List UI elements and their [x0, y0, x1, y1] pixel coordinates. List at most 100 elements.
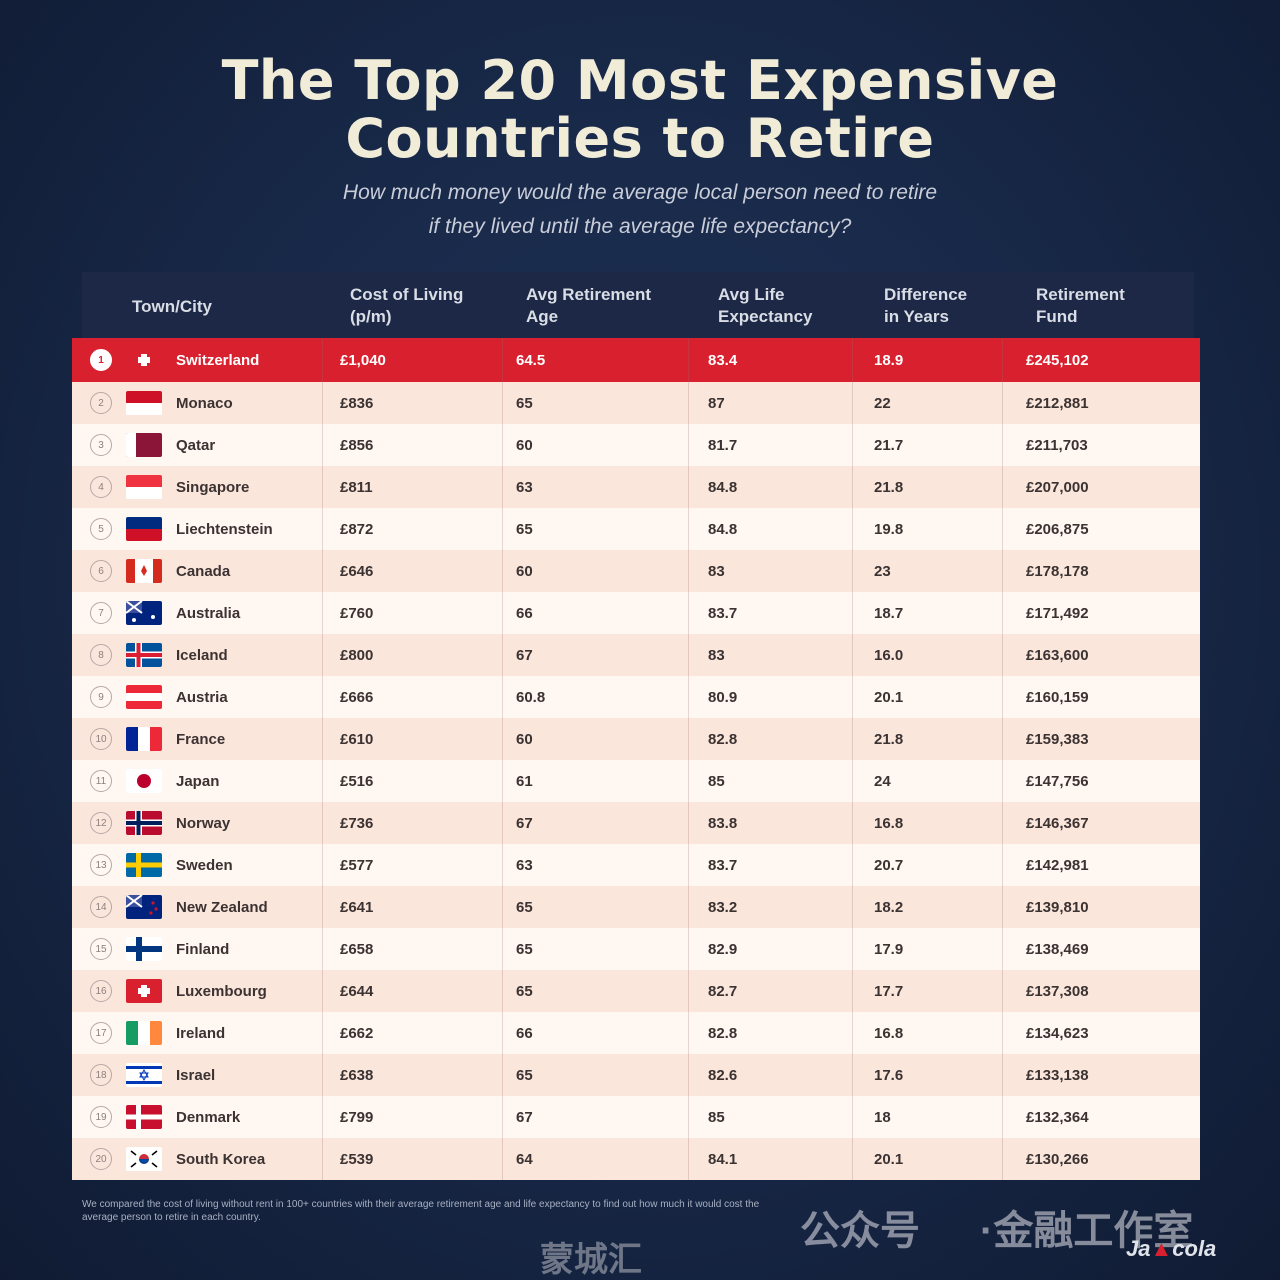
country-name: Norway: [176, 814, 231, 832]
table-row: 8 Iceland £800 67 83 16.0 £163,600: [72, 634, 1200, 676]
column-divider: [852, 424, 853, 466]
retirement-fund-cell: £133,138: [1026, 1066, 1089, 1084]
column-divider: [322, 1054, 323, 1096]
column-divider: [322, 550, 323, 592]
retirement-age-cell: 60: [516, 562, 533, 580]
retirement-age-cell: 66: [516, 1024, 533, 1042]
flag-icon-au: [126, 601, 162, 625]
column-divider: [688, 928, 689, 970]
country-name: Japan: [176, 772, 220, 790]
retirement-fund-cell: £139,810: [1026, 898, 1089, 916]
country-name: Monaco: [176, 394, 233, 412]
column-divider: [322, 1012, 323, 1054]
column-divider: [688, 508, 689, 550]
country-name: Switzerland: [176, 351, 260, 369]
table-row: 10 France £610 60 82.8 21.8 £159,383: [72, 718, 1200, 760]
column-divider: [1002, 760, 1003, 802]
column-divider: [322, 802, 323, 844]
rank-badge: 4: [90, 476, 112, 498]
retirement-fund-cell: £130,266: [1026, 1150, 1089, 1168]
retirement-fund-cell: £132,364: [1026, 1108, 1089, 1126]
column-divider: [1002, 1012, 1003, 1054]
column-divider: [1002, 1096, 1003, 1138]
cost-of-living-cell: £799: [340, 1108, 374, 1126]
retirement-fund-cell: £147,756: [1026, 772, 1089, 790]
retirement-fund-cell: £206,875: [1026, 520, 1089, 538]
difference-cell: 18.7: [874, 604, 904, 622]
cost-of-living-cell: £638: [340, 1066, 374, 1084]
column-divider: [852, 338, 853, 382]
flag-icon-no: [126, 811, 162, 835]
column-divider: [1002, 634, 1003, 676]
retirement-age-cell: 61: [516, 772, 533, 790]
country-name: Canada: [176, 562, 231, 580]
flag-icon-ch: [126, 348, 162, 372]
cost-of-living-cell: £539: [340, 1150, 374, 1168]
retirement-age-cell: 60: [516, 436, 533, 454]
life-expectancy-cell: 83: [708, 646, 725, 664]
column-divider: [322, 718, 323, 760]
country-name: Israel: [176, 1066, 216, 1084]
column-divider: [502, 338, 503, 382]
watermark-text: 公众号: [800, 1209, 920, 1253]
table-row: 19 Denmark £799 67 85 18 £132,364: [72, 1096, 1200, 1138]
column-divider: [1002, 802, 1003, 844]
column-divider: [502, 634, 503, 676]
difference-cell: 17.7: [874, 982, 904, 1000]
column-divider: [688, 1012, 689, 1054]
column-divider: [502, 676, 503, 718]
cost-of-living-cell: £662: [340, 1024, 374, 1042]
table-row: 13 Sweden £577 63 83.7 20.7 £142,981: [72, 844, 1200, 886]
cost-of-living-cell: £800: [340, 646, 374, 664]
column-divider: [322, 338, 323, 382]
table-body: 1 Switzerland £1,040 64.5 83.4 18.9 £245,102 2 M…: [72, 338, 1200, 1180]
cost-of-living-cell: £736: [340, 814, 374, 832]
life-expectancy-cell: 80.9: [708, 688, 738, 706]
country-name: Finland: [176, 940, 230, 958]
difference-cell: 16.8: [874, 1024, 904, 1042]
subtitle-line-2: if they lived until the average life exp…: [428, 215, 852, 238]
column-divider: [688, 634, 689, 676]
flag-icon-fr: [126, 727, 162, 751]
table-row: 12 Norway £736 67 83.8 16.8 £146,367: [72, 802, 1200, 844]
rank-badge: 11: [90, 770, 112, 792]
column-divider: [322, 676, 323, 718]
column-divider: [322, 466, 323, 508]
table-row: 3 Qatar £856 60 81.7 21.7 £211,703: [72, 424, 1200, 466]
country-name: Luxembourg: [176, 982, 267, 1000]
life-expectancy-cell: 81.7: [708, 436, 738, 454]
cost-of-living-cell: £856: [340, 436, 374, 454]
retirement-age-cell: 65: [516, 982, 533, 1000]
difference-cell: 21.8: [874, 730, 904, 748]
column-divider: [688, 382, 689, 424]
flag-icon-is: [126, 643, 162, 667]
life-expectancy-cell: 83.7: [708, 856, 738, 874]
difference-cell: 18: [874, 1108, 891, 1126]
column-divider: [322, 1138, 323, 1180]
column-divider: [1002, 928, 1003, 970]
rank-badge: 10: [90, 728, 112, 750]
flag-icon-fi: [126, 937, 162, 961]
country-name: Singapore: [176, 478, 250, 496]
retirement-fund-cell: £245,102: [1026, 351, 1089, 369]
column-divider: [688, 718, 689, 760]
retirement-fund-cell: £146,367: [1026, 814, 1089, 832]
column-divider: [322, 886, 323, 928]
rank-badge: 9: [90, 686, 112, 708]
country-name: Australia: [176, 604, 241, 622]
column-divider: [852, 634, 853, 676]
retirement-fund-cell: £178,178: [1026, 562, 1089, 580]
retirement-fund-cell: £142,981: [1026, 856, 1089, 874]
column-divider: [322, 844, 323, 886]
column-divider: [502, 760, 503, 802]
life-expectancy-cell: 83.4: [708, 351, 738, 369]
life-expectancy-cell: 84.8: [708, 478, 738, 496]
retirement-fund-cell: £211,703: [1026, 436, 1088, 454]
difference-cell: 20.1: [874, 688, 904, 706]
column-divider: [322, 634, 323, 676]
column-divider: [852, 466, 853, 508]
column-divider: [502, 592, 503, 634]
rank-badge: 14: [90, 896, 112, 918]
table-row: 18 Israel £638 65 82.6 17.6 £133,138: [72, 1054, 1200, 1096]
table-row: 2 Monaco £836 65 87 22 £212,881: [72, 382, 1200, 424]
